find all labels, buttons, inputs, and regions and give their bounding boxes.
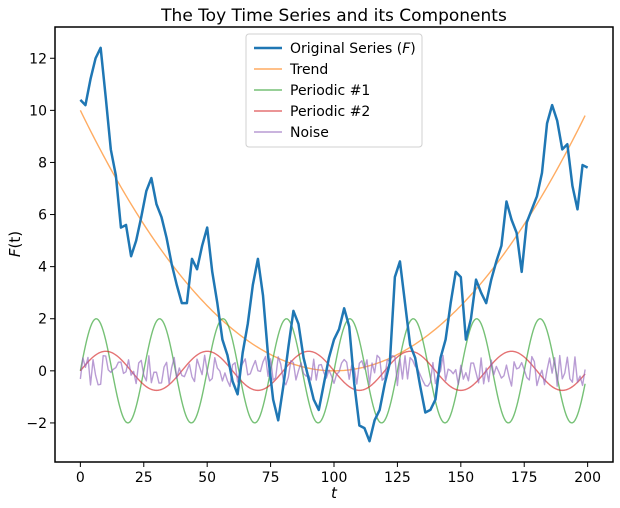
- x-tick-label: 125: [384, 470, 411, 486]
- y-tick-label: 0: [38, 364, 47, 380]
- legend: Original Series (F) Trend Periodic #1 Perio…: [245, 33, 423, 148]
- x-tick-label: 100: [321, 470, 348, 486]
- x-tick-label: 150: [447, 470, 474, 486]
- legend-entry: Noise: [290, 125, 329, 141]
- series-line-periodic-2: [79, 350, 586, 392]
- legend-entry: Original Series (F): [290, 41, 416, 57]
- x-tick-label: 200: [574, 470, 601, 486]
- series-line-noise: [79, 354, 586, 388]
- y-axis: −2 0 2 4 6 8 10 12: [26, 51, 55, 432]
- x-tick-label: 175: [511, 470, 538, 486]
- legend-entry: Periodic #2: [290, 104, 370, 120]
- y-axis-label: F(t): [6, 231, 24, 257]
- x-tick-label: 75: [262, 470, 280, 486]
- chart-title: The Toy Time Series and its Components: [160, 6, 507, 26]
- y-tick-label: 4: [38, 260, 47, 276]
- y-tick-label: 6: [38, 208, 47, 224]
- x-tick-label: 0: [76, 470, 85, 486]
- legend-box: [245, 33, 423, 148]
- x-axis: 0 25 50 75 100 125 150 175 200: [76, 462, 601, 486]
- series-layer: [79, 46, 589, 443]
- y-tick-label: 8: [38, 155, 47, 171]
- series-line-original-series-f: [79, 46, 589, 443]
- y-tick-label: 12: [29, 51, 47, 67]
- x-tick-label: 50: [198, 470, 216, 486]
- y-tick-label: 10: [29, 103, 47, 119]
- series-line-trend: [79, 110, 586, 372]
- series-line-periodic-1: [79, 318, 586, 424]
- legend-entry: Trend: [289, 62, 328, 78]
- legend-entry: Periodic #1: [290, 83, 370, 99]
- y-tick-label: 2: [38, 312, 47, 328]
- y-tick-label: −2: [26, 416, 47, 432]
- x-axis-label: t: [331, 484, 338, 502]
- x-tick-label: 25: [135, 470, 153, 486]
